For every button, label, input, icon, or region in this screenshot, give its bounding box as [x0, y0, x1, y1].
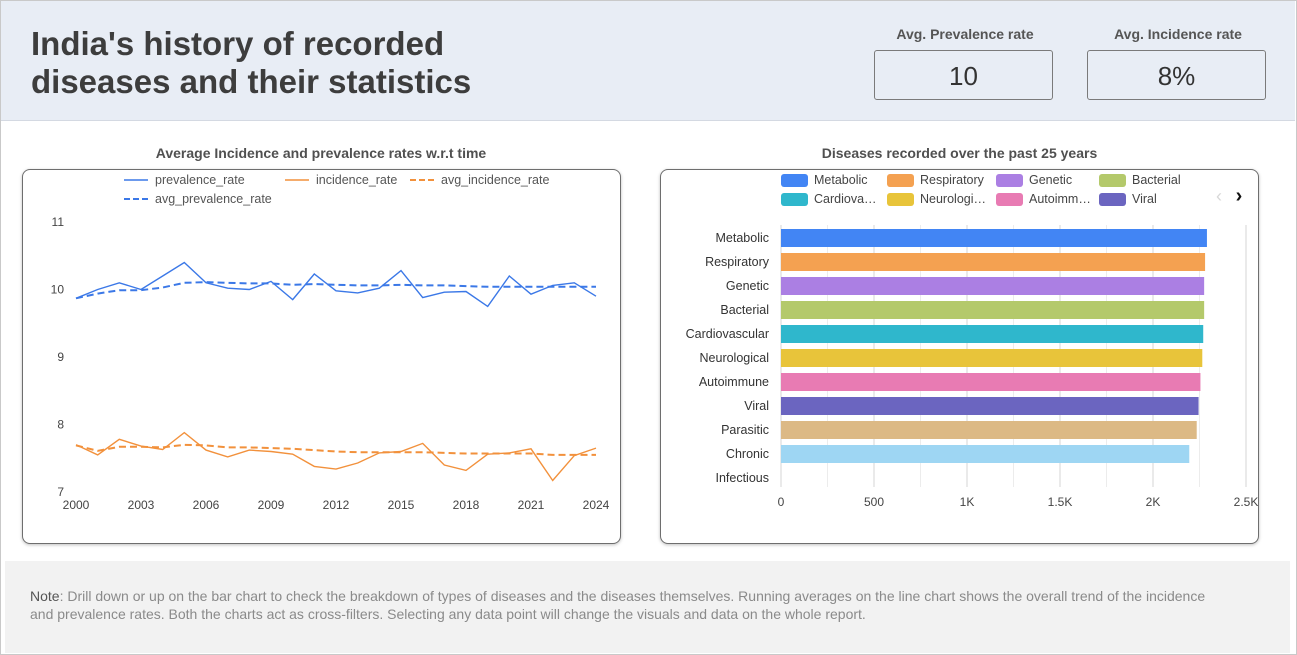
x-tick-label: 2.5K [1234, 495, 1258, 509]
category-label: Parasitic [721, 423, 769, 437]
y-tick-label: 7 [57, 485, 64, 499]
legend-label[interactable]: avg_prevalence_rate [155, 192, 272, 206]
series-line-prevalence_rate[interactable] [75, 261, 597, 308]
category-label: Autoimmune [699, 375, 769, 389]
kpi-incidence-label: Avg. Incidence rate [1114, 26, 1242, 42]
kpi-prevalence-label: Avg. Prevalence rate [896, 26, 1034, 42]
report-header: India's history of recorded diseases and… [1, 1, 1295, 121]
legend-label[interactable]: Viral [1132, 192, 1157, 206]
bar-chart[interactable]: 0 500 1K 1.5K 2K 2.5K Metabolic Respiratory Gene… [661, 170, 1259, 543]
bar-parasitic[interactable] [781, 421, 1197, 439]
y-tick-label: 10 [51, 283, 65, 297]
legend-prev-icon[interactable]: ‹ [1216, 186, 1222, 206]
line-chart[interactable]: 7 8 9 10 11 2000 2003 2006 2009 2012 2015 2018 2021 2… [23, 170, 620, 543]
bar-chart-title: Diseases recorded over the past 25 years [821, 145, 1098, 161]
legend-label[interactable]: Autoimm… [1029, 192, 1091, 206]
legend-swatch [1099, 193, 1126, 206]
x-tick-label: 2018 [453, 498, 480, 512]
footer-panel: Note: Drill down or up on the bar chart … [5, 561, 1290, 653]
x-tick-label: 2006 [193, 498, 220, 512]
page-title: India's history of recorded diseases and… [31, 25, 472, 100]
x-tick-label: 2K [1146, 495, 1161, 509]
bar-neurological[interactable] [781, 349, 1203, 367]
bar-cardiovascular[interactable] [781, 325, 1204, 343]
x-tick-label: 1K [960, 495, 975, 509]
category-label: Genetic [726, 279, 769, 293]
kpi-incidence-value[interactable]: 8% [1087, 50, 1266, 100]
category-label: Viral [744, 399, 769, 413]
line-chart-title: Average Incidence and prevalence rates w… [155, 145, 487, 161]
bar-autoimmune[interactable] [781, 373, 1201, 391]
legend-label[interactable]: prevalence_rate [155, 173, 245, 187]
legend-swatch [996, 193, 1023, 206]
bar-viral[interactable] [781, 397, 1199, 415]
x-tick-label: 0 [778, 495, 785, 509]
note-label: Note [30, 588, 60, 604]
category-label: Infectious [715, 471, 769, 485]
series-line-avg_prevalence_rate[interactable] [75, 281, 596, 300]
x-tick-label: 2024 [583, 498, 610, 512]
x-tick-label: 1.5K [1048, 495, 1073, 509]
y-tick-label: 9 [57, 350, 64, 364]
bar-respiratory[interactable] [781, 253, 1206, 271]
category-label: Metabolic [716, 231, 770, 245]
bar-bacterial[interactable] [781, 301, 1205, 319]
legend-next-icon[interactable]: › [1236, 185, 1243, 207]
legend-swatch [1099, 174, 1126, 187]
category-label: Chronic [726, 447, 769, 461]
legend-swatch [781, 193, 808, 206]
legend-label[interactable]: avg_incidence_rate [441, 173, 549, 187]
bar-genetic[interactable] [781, 277, 1205, 295]
x-tick-label: 2009 [258, 498, 285, 512]
category-label: Cardiovascular [686, 327, 769, 341]
footer-note: Note: Drill down or up on the bar chart … [30, 587, 1220, 623]
x-tick-label: 2000 [63, 498, 90, 512]
line-chart-card[interactable]: 7 8 9 10 11 2000 2003 2006 2009 2012 2015 2018 2021 2… [22, 169, 621, 544]
legend-label[interactable]: Metabolic [814, 173, 868, 187]
x-tick-label: 2003 [128, 498, 155, 512]
legend-label[interactable]: Respiratory [920, 173, 985, 187]
series-line-avg_incidence_rate[interactable] [75, 443, 596, 456]
series-line-incidence_rate[interactable] [75, 431, 597, 482]
legend-swatch [781, 174, 808, 187]
bar-chart-card[interactable]: 0 500 1K 1.5K 2K 2.5K Metabolic Respiratory Gene… [660, 169, 1259, 544]
category-label: Bacterial [720, 303, 769, 317]
x-tick-label: 2021 [518, 498, 545, 512]
x-tick-label: 2015 [388, 498, 415, 512]
bar-chronic[interactable] [781, 445, 1190, 463]
legend-label[interactable]: Neurologi… [920, 192, 986, 206]
bar-metabolic[interactable] [781, 229, 1207, 247]
legend-label[interactable]: Genetic [1029, 173, 1072, 187]
kpi-prevalence-value[interactable]: 10 [874, 50, 1053, 100]
legend-label[interactable]: Cardiova… [814, 192, 877, 206]
note-text: : Drill down or up on the bar chart to c… [30, 588, 1206, 622]
y-tick-label: 11 [52, 215, 65, 229]
x-tick-label: 2012 [323, 498, 350, 512]
x-tick-label: 500 [864, 495, 884, 509]
legend-label[interactable]: Bacterial [1132, 173, 1181, 187]
category-label: Respiratory [705, 255, 770, 269]
category-label: Neurological [700, 351, 769, 365]
legend-swatch [887, 174, 914, 187]
legend-swatch [996, 174, 1023, 187]
legend-label[interactable]: incidence_rate [316, 173, 397, 187]
legend-swatch [887, 193, 914, 206]
y-tick-label: 8 [57, 418, 64, 432]
